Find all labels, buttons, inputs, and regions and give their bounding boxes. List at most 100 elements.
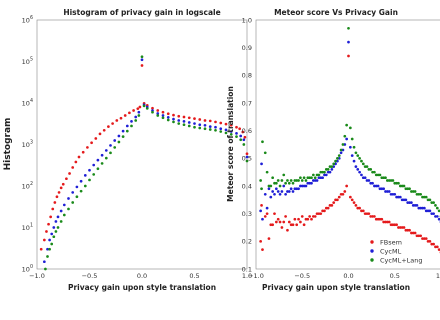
meteor-point-series-0	[323, 209, 326, 213]
meteor-point-series-0	[287, 220, 291, 224]
meteor-point-series-2	[269, 184, 273, 188]
histogram-point-series-1	[130, 120, 133, 123]
meteor-point-series-0	[400, 226, 404, 229]
meteor-point-series-1	[423, 206, 426, 210]
histogram-point-series-0	[238, 127, 241, 131]
meteor-point-series-0	[330, 204, 334, 207]
meteor-point-series-1	[432, 212, 435, 216]
meteor-point-series-2	[326, 168, 330, 171]
meteor-point-series-0	[361, 209, 365, 213]
meteor-point-series-2	[317, 173, 321, 177]
histogram-point-series-0	[187, 116, 191, 120]
histogram-point-series-0	[156, 109, 160, 112]
histogram-point-series-0	[98, 132, 102, 136]
meteor-points	[259, 26, 440, 254]
meteor-point-series-1	[361, 176, 365, 180]
histogram-point-series-2	[239, 138, 243, 142]
meteor-point-series-2	[286, 179, 289, 182]
meteor-point-series-1	[367, 179, 371, 182]
meteor-point-series-0	[419, 234, 422, 238]
meteor-point-series-0	[299, 220, 302, 224]
meteor-point-series-0	[382, 220, 385, 224]
meteor-point-series-1	[323, 173, 326, 177]
meteor-point-series-2	[428, 198, 432, 202]
meteor-point-series-1	[363, 176, 367, 180]
meteor-point-series-2	[345, 123, 348, 127]
histogram-point-series-1	[67, 197, 70, 200]
meteor-point-series-2	[386, 179, 389, 182]
meteor-point-series-0	[293, 217, 297, 221]
meteor-x-tick-label: −1.0	[248, 272, 264, 280]
meteor-y-tick-label: 0.7	[242, 99, 252, 107]
meteor-point-series-1	[393, 192, 397, 196]
histogram-point-series-1	[182, 120, 186, 123]
legend: FBsem CycML CycML+Lang	[370, 239, 423, 265]
histogram-point-series-0	[166, 112, 170, 116]
meteor-point-series-0	[371, 215, 374, 218]
meteor-point-series-1	[428, 209, 432, 213]
meteor-point-series-2	[400, 184, 404, 188]
legend-label-cycml-lang: CycML+Lang	[380, 257, 423, 265]
meteor-point-series-2	[312, 173, 315, 177]
histogram-point-series-1	[193, 122, 196, 125]
meteor-point-series-0	[417, 234, 421, 238]
meteor-point-series-2	[289, 179, 293, 182]
histogram-point-series-1	[156, 112, 160, 115]
meteor-point-series-1	[373, 184, 376, 188]
meteor-point-series-1	[345, 137, 348, 141]
meteor-point-series-0	[313, 215, 317, 218]
meteor-point-series-2	[315, 173, 319, 177]
meteor-point-series-1	[332, 165, 336, 168]
histogram-point-series-1	[50, 232, 54, 236]
meteor-point-series-1	[400, 198, 404, 202]
histogram-point-series-2	[161, 116, 165, 120]
meteor-point-series-2	[404, 187, 408, 191]
histogram-point-series-2	[214, 128, 217, 132]
histogram-point-series-1	[172, 117, 175, 121]
meteor-point-series-2	[261, 140, 264, 144]
meteor-point-series-1	[317, 176, 321, 180]
histogram-point-series-2	[134, 119, 138, 122]
meteor-point-series-2	[271, 176, 274, 180]
histogram-point-series-2	[172, 120, 175, 124]
meteor-x-tick-label: −0.5	[294, 272, 310, 280]
meteor-point-series-1	[437, 217, 440, 221]
meteor-point-series-1	[259, 209, 262, 213]
meteor-point-series-2	[378, 173, 382, 177]
meteor-point-series-1	[319, 176, 323, 180]
histogram-point-series-0	[107, 125, 110, 128]
meteor-point-series-2	[293, 179, 297, 182]
meteor-point-series-1	[384, 190, 387, 193]
meteor-point-series-0	[386, 220, 389, 224]
histogram-point-series-0	[55, 195, 59, 199]
histogram-point-series-0	[123, 114, 127, 117]
histogram-point-series-2	[100, 162, 104, 165]
meteor-point-series-0	[437, 248, 440, 251]
meteor-y-tick-label: 0.5	[242, 155, 252, 163]
meteor-point-series-1	[349, 145, 352, 149]
histogram-point-series-0	[136, 107, 140, 111]
histogram-ticks: −1.0 −0.5 0.0 0.5 1.0 100 101 102 103 104 105 106	[22, 15, 253, 280]
meteor-point-series-2	[276, 179, 280, 182]
meteor-point-series-2	[319, 170, 323, 174]
meteor-panel: Meteor score Vs Privacy Gain −1.0 −0.5 0.0…	[226, 8, 440, 292]
meteor-point-series-0	[423, 237, 426, 240]
histogram-point-series-1	[62, 203, 66, 207]
histogram-point-series-0	[214, 120, 217, 124]
meteor-point-series-2	[306, 176, 310, 180]
meteor-point-series-2	[297, 179, 300, 182]
meteor-y-tick-label: 0.9	[242, 44, 252, 52]
meteor-point-series-0	[430, 242, 434, 246]
meteor-point-series-1	[282, 184, 286, 188]
histogram-y-axis-label: Histogram	[3, 118, 13, 171]
meteor-point-series-0	[435, 245, 439, 249]
meteor-point-series-2	[369, 168, 373, 171]
histogram-point-series-2	[62, 213, 66, 217]
histogram-point-series-0	[43, 238, 46, 242]
histogram-point-series-1	[104, 149, 108, 152]
meteor-point-series-0	[295, 223, 299, 227]
meteor-point-series-1	[386, 190, 389, 193]
histogram-point-series-0	[245, 152, 249, 156]
meteor-point-series-0	[378, 217, 382, 221]
histogram-point-series-0	[71, 166, 75, 169]
